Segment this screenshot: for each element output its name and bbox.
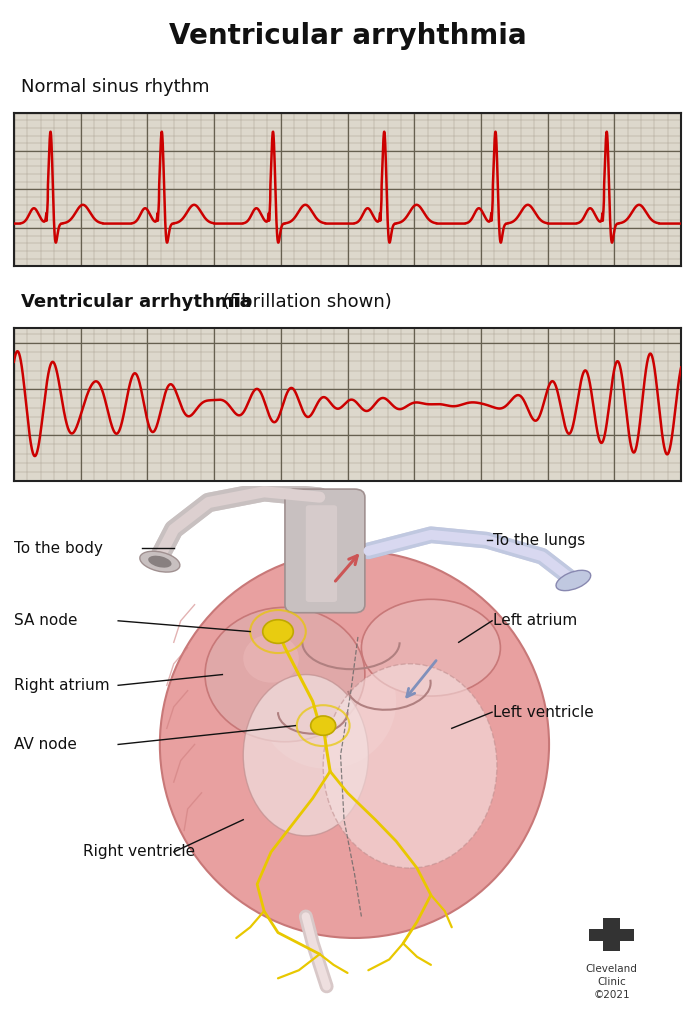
Ellipse shape [205, 607, 365, 741]
Text: Right ventricle: Right ventricle [83, 845, 195, 859]
Ellipse shape [243, 675, 368, 836]
Ellipse shape [243, 634, 299, 683]
Text: Right atrium: Right atrium [14, 678, 110, 693]
Ellipse shape [323, 664, 497, 868]
Text: SA node: SA node [14, 613, 77, 629]
Text: Ventricular arryhthmia: Ventricular arryhthmia [169, 22, 526, 50]
FancyBboxPatch shape [285, 489, 365, 612]
Circle shape [311, 716, 336, 735]
Text: To the lungs: To the lungs [493, 532, 586, 548]
Ellipse shape [148, 556, 172, 567]
Text: AV node: AV node [14, 737, 76, 752]
Ellipse shape [160, 551, 549, 938]
Text: Cleveland
Clinic
©2021: Cleveland Clinic ©2021 [586, 964, 637, 1000]
Text: Ventricular arrhythmia: Ventricular arrhythmia [21, 293, 251, 311]
Text: To the body: To the body [14, 541, 103, 556]
Ellipse shape [556, 570, 591, 591]
Ellipse shape [140, 551, 180, 572]
Text: (fibrillation shown): (fibrillation shown) [218, 293, 392, 311]
FancyBboxPatch shape [603, 919, 620, 951]
Ellipse shape [361, 599, 500, 696]
Text: Left ventricle: Left ventricle [493, 705, 594, 720]
Text: Left atrium: Left atrium [493, 613, 578, 629]
Ellipse shape [257, 634, 396, 769]
Text: Normal sinus rhythm: Normal sinus rhythm [21, 78, 209, 96]
FancyBboxPatch shape [306, 505, 337, 602]
FancyBboxPatch shape [589, 929, 634, 941]
Circle shape [263, 620, 293, 643]
